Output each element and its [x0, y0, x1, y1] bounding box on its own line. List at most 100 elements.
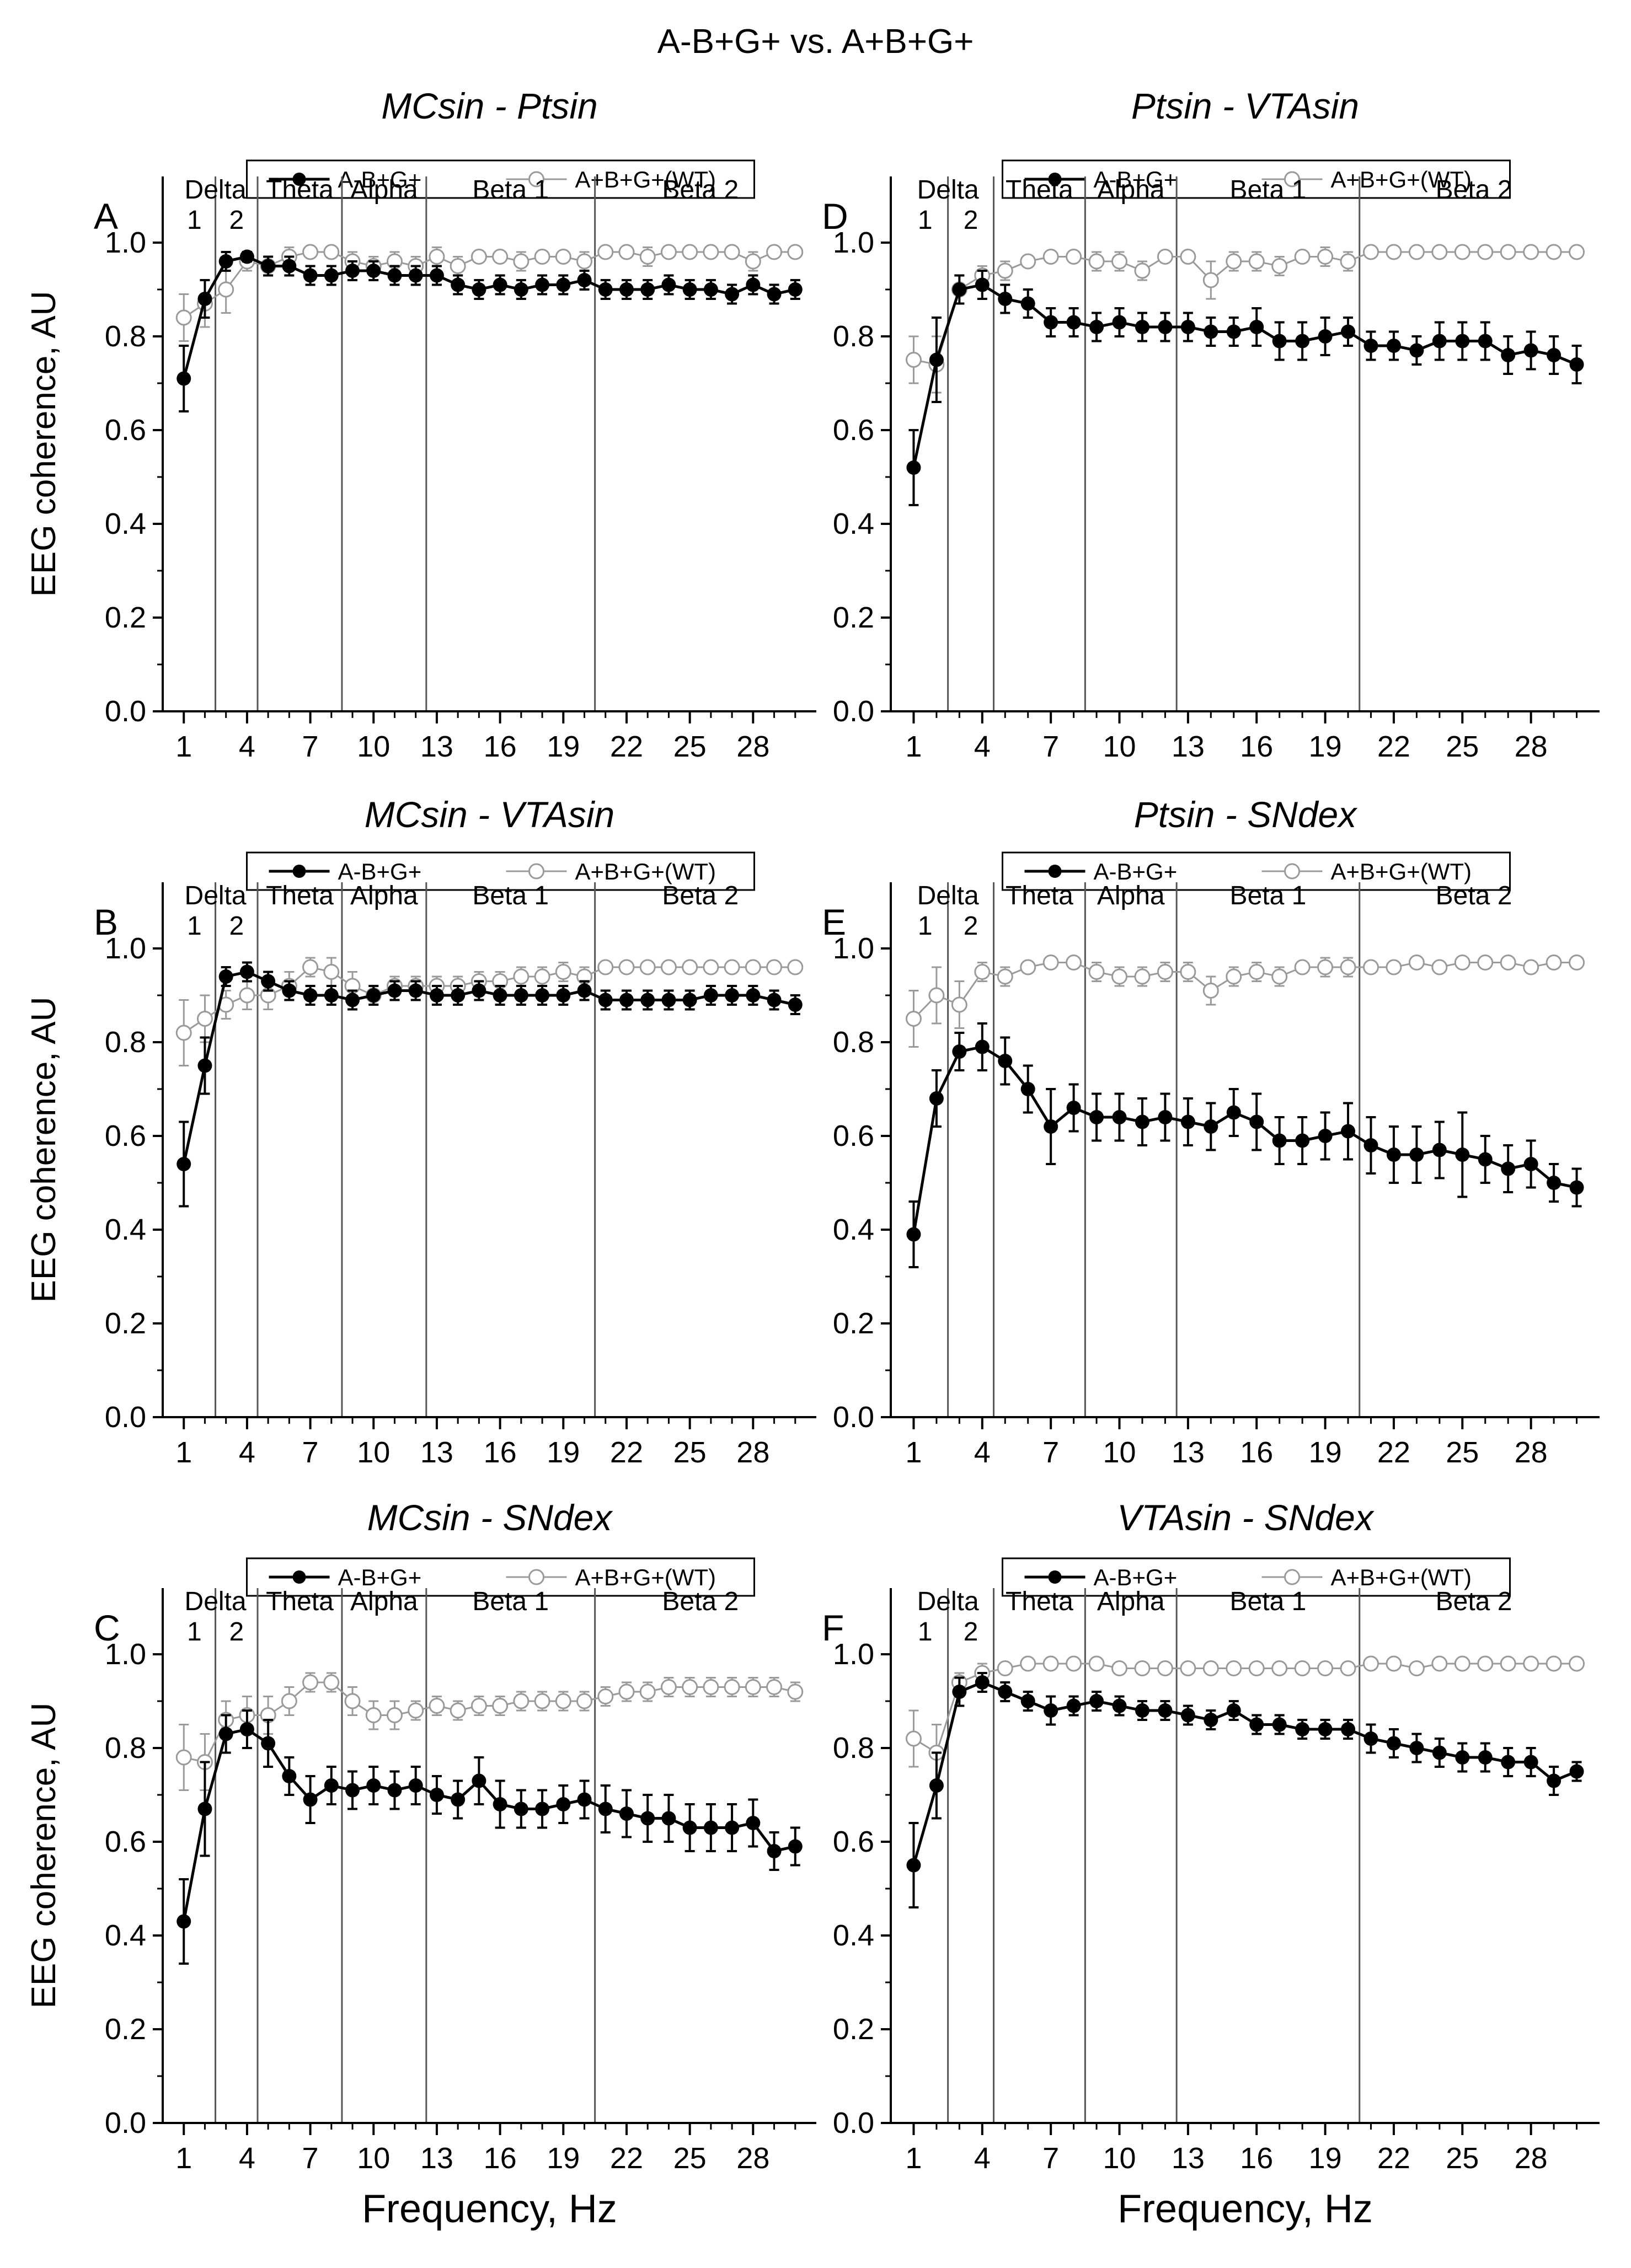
legend-marker-wt	[1284, 171, 1300, 187]
data-point	[975, 277, 990, 292]
data-point	[1362, 1655, 1379, 1672]
panel-letter: C	[94, 1607, 120, 1648]
data-point	[1317, 1660, 1334, 1676]
data-point	[576, 1693, 593, 1709]
series-line	[912, 1681, 1577, 1866]
x-tick-label: 16	[1240, 1436, 1273, 1469]
data-point	[1157, 1660, 1173, 1676]
y-tick-label: 0.4	[833, 1919, 874, 1952]
data-point	[302, 959, 319, 975]
data-point	[597, 959, 614, 975]
x-tick-label: 4	[974, 1436, 991, 1469]
legend-label-wt: A+B+G+(WT)	[575, 859, 716, 884]
y-tick-label: 1.0	[833, 226, 874, 259]
data-point	[1477, 244, 1494, 260]
x-tick-label: 16	[484, 1436, 517, 1469]
y-tick-label: 0.8	[105, 1731, 146, 1765]
x-tick-label: 16	[1240, 730, 1273, 763]
x-tick-label: 13	[420, 730, 453, 763]
band-label: Theta	[1006, 1587, 1073, 1616]
data-point	[1112, 1110, 1127, 1124]
legend-label-mut: A-B+G+	[338, 1564, 422, 1590]
data-point	[1523, 244, 1539, 260]
data-point	[724, 244, 740, 260]
x-tick-label: 13	[1172, 730, 1205, 763]
data-point	[577, 1792, 592, 1807]
data-point	[1226, 324, 1241, 339]
legend-marker-wt	[1284, 863, 1300, 880]
data-point	[1408, 1660, 1425, 1676]
data-point	[1249, 320, 1264, 334]
data-point	[598, 282, 613, 297]
x-tick-label: 25	[1446, 2142, 1479, 2175]
legend-marker-mut	[292, 865, 306, 878]
x-tick-label: 28	[1515, 730, 1548, 763]
data-point	[1455, 1148, 1470, 1162]
data-point	[1066, 1655, 1082, 1672]
data-point	[345, 1783, 360, 1798]
data-point	[239, 249, 254, 264]
data-point	[386, 1707, 403, 1723]
data-point	[513, 1693, 530, 1709]
data-point	[1271, 258, 1288, 274]
data-point	[1547, 348, 1562, 362]
panel-letter: A	[94, 196, 118, 237]
data-point	[1363, 1138, 1378, 1152]
y-tick-label: 1.0	[105, 226, 146, 259]
data-point	[660, 244, 677, 260]
panel-title: MCsin - Ptsin	[381, 85, 597, 126]
series-line	[182, 255, 796, 379]
data-point	[1523, 1755, 1538, 1770]
data-point	[429, 268, 444, 283]
y-tick-label: 0.2	[833, 1307, 874, 1340]
data-point	[366, 264, 381, 278]
data-point	[1295, 334, 1310, 348]
x-tick-label: 7	[1042, 1436, 1059, 1469]
data-point	[640, 993, 655, 1007]
data-point	[1569, 244, 1585, 260]
x-tick-label: 25	[1446, 1436, 1479, 1469]
data-point	[282, 259, 297, 274]
data-point	[1226, 253, 1242, 270]
y-tick-label: 0.2	[105, 601, 146, 634]
x-tick-label: 22	[610, 2142, 643, 2175]
data-point	[928, 987, 945, 1004]
data-point	[952, 1685, 967, 1699]
y-tick-label: 0.4	[105, 1919, 146, 1952]
data-point	[1500, 1655, 1516, 1672]
data-point	[1294, 249, 1311, 265]
band-label: Beta 1	[1230, 175, 1307, 205]
x-tick-label: 22	[610, 1436, 643, 1469]
data-point	[598, 993, 613, 1007]
data-point	[1226, 1105, 1241, 1120]
data-point	[408, 983, 423, 998]
data-point	[1158, 1703, 1173, 1718]
data-point	[535, 277, 550, 292]
y-tick-label: 0.6	[105, 414, 146, 447]
data-point	[535, 988, 550, 1002]
x-tick-label: 28	[1515, 1436, 1548, 1469]
data-point	[408, 1778, 423, 1793]
data-point	[1066, 1101, 1081, 1115]
data-point	[952, 1044, 967, 1059]
data-point	[745, 959, 761, 975]
data-point	[324, 988, 339, 1002]
y-tick-label: 0.8	[833, 1731, 874, 1765]
data-point	[1202, 1660, 1219, 1676]
legend-label-wt: A+B+G+(WT)	[1331, 167, 1472, 192]
y-axis-label: EEG coherence, AU	[25, 291, 63, 597]
band-label: Alpha	[350, 881, 418, 910]
band-label: Beta 1	[472, 881, 549, 910]
panel-title: Ptsin - SNdex	[1134, 794, 1357, 835]
data-point	[1340, 1660, 1356, 1676]
x-tick-label: 7	[302, 730, 319, 763]
data-point	[1020, 1694, 1035, 1708]
figure-title: A-B+G+ vs. A+B+G+	[657, 23, 974, 61]
data-point	[1454, 955, 1470, 971]
data-point	[1386, 1655, 1402, 1672]
data-point	[1044, 1119, 1058, 1134]
band-label: Delta	[185, 881, 247, 910]
data-point	[1088, 964, 1105, 980]
data-point	[1088, 1655, 1105, 1672]
x-tick-label: 19	[547, 730, 580, 763]
